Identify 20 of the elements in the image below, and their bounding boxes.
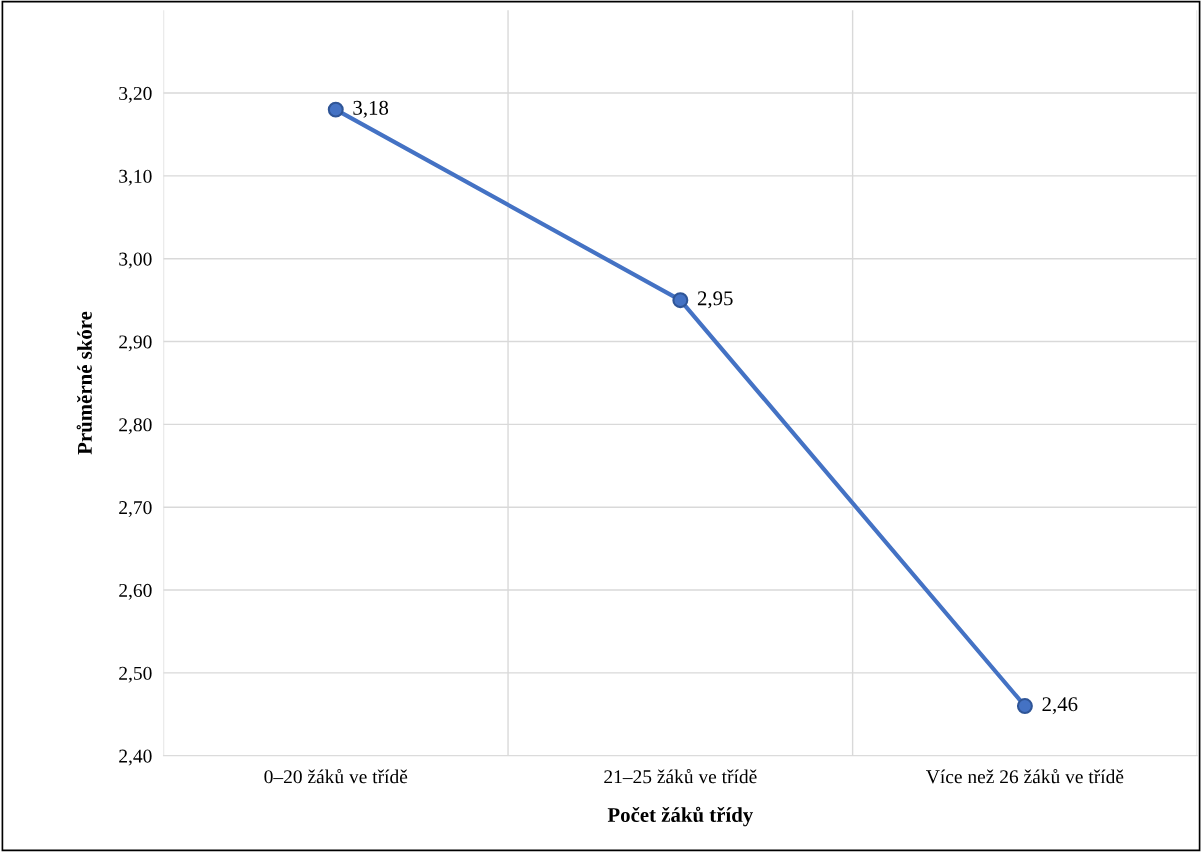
y-tick-label: 3,20 (119, 86, 152, 103)
x-tick-label: 21–25 žáků ve třídě (604, 769, 757, 784)
data-label: 3,18 (353, 100, 389, 118)
y-tick-label: 2,80 (119, 418, 152, 435)
data-label: 2,95 (697, 291, 733, 309)
y-tick-label: 2,90 (119, 335, 152, 352)
y-tick-label: 2,40 (119, 749, 152, 766)
y-axis-title: Průměrné skóre (76, 311, 92, 455)
data-label: 2,46 (1042, 697, 1078, 715)
point (1016, 698, 1033, 715)
x-axis-title: Počet žáků třídy (607, 806, 754, 827)
y-tick-label: 2,50 (119, 666, 152, 683)
x-tick-label: Více než 26 žáků ve třídě (926, 769, 1124, 784)
y-tick-label: 3,00 (119, 252, 152, 269)
point (327, 101, 344, 118)
y-tick-label: 2,70 (119, 501, 152, 517)
point (672, 292, 689, 309)
x-tick-label: 0–20 žáků ve třídě (264, 769, 408, 784)
y-tick-label: 2,60 (119, 583, 152, 600)
y-tick-label: 3,10 (119, 169, 152, 186)
